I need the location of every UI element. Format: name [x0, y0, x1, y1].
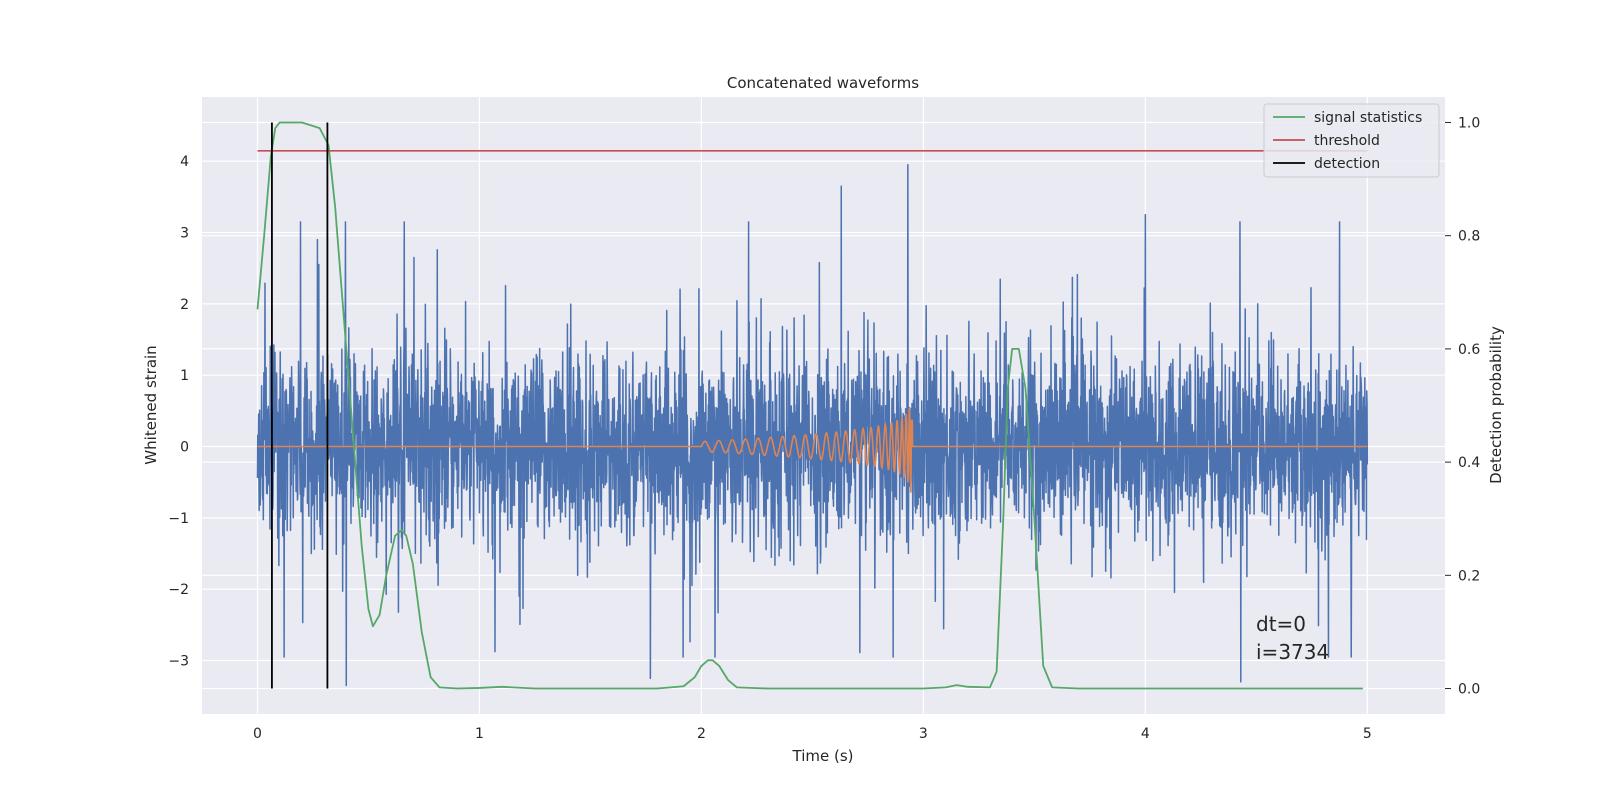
- y-tick-label: 0: [180, 440, 189, 456]
- y-tick-label: 1: [180, 368, 189, 384]
- y-right-tick-label: 0.2: [1458, 568, 1480, 584]
- legend-frame: [1263, 103, 1440, 178]
- y-right-tick-label: 0.0: [1458, 682, 1480, 698]
- chart-title: Concatenated waveforms: [727, 74, 919, 92]
- y-axis-title: Whitened strain: [142, 345, 160, 464]
- y-right-axis-title: Detection probability: [1487, 326, 1505, 484]
- legend-label-threshold: threshold: [1314, 133, 1380, 149]
- y-tick-label: −3: [168, 654, 189, 670]
- annotation-index: i=3734: [1256, 640, 1329, 664]
- x-tick-label: 0: [253, 726, 262, 742]
- y-tick-label: 3: [180, 226, 189, 242]
- chirp-signal-line: [257, 408, 1368, 493]
- legend: signal statistics threshold detection: [1263, 103, 1440, 178]
- y-tick-label: 4: [180, 154, 189, 170]
- legend-label-detection: detection: [1314, 156, 1380, 172]
- x-tick-label: 3: [919, 726, 928, 742]
- axes: 0 1 2 3 4 5 −3 −2 −1 0 1 2 3 4 0.0 0.2 0.4 0.6 0.8 1.0: [168, 115, 1480, 742]
- y-right-tick-label: 0.4: [1458, 455, 1480, 471]
- x-tick-label: 1: [475, 726, 484, 742]
- y-tick-label: 2: [180, 297, 189, 313]
- legend-label-signal-statistics: signal statistics: [1314, 110, 1422, 126]
- x-tick-label: 4: [1141, 726, 1150, 742]
- y-right-tick-label: 0.6: [1458, 342, 1480, 358]
- x-axis-title: Time (s): [792, 747, 854, 765]
- annotation-dt: dt=0: [1256, 612, 1306, 636]
- series-layer: [256, 121, 1369, 690]
- x-tick-label: 2: [697, 726, 706, 742]
- signal-statistics-line: [256, 121, 1363, 690]
- strain-noise-line: [256, 164, 1369, 687]
- y-tick-label: −2: [168, 582, 189, 598]
- y-tick-label: −1: [168, 511, 189, 527]
- x-tick-label: 5: [1363, 726, 1372, 742]
- y-right-tick-label: 1.0: [1458, 115, 1480, 131]
- y-right-tick-label: 0.8: [1458, 229, 1480, 245]
